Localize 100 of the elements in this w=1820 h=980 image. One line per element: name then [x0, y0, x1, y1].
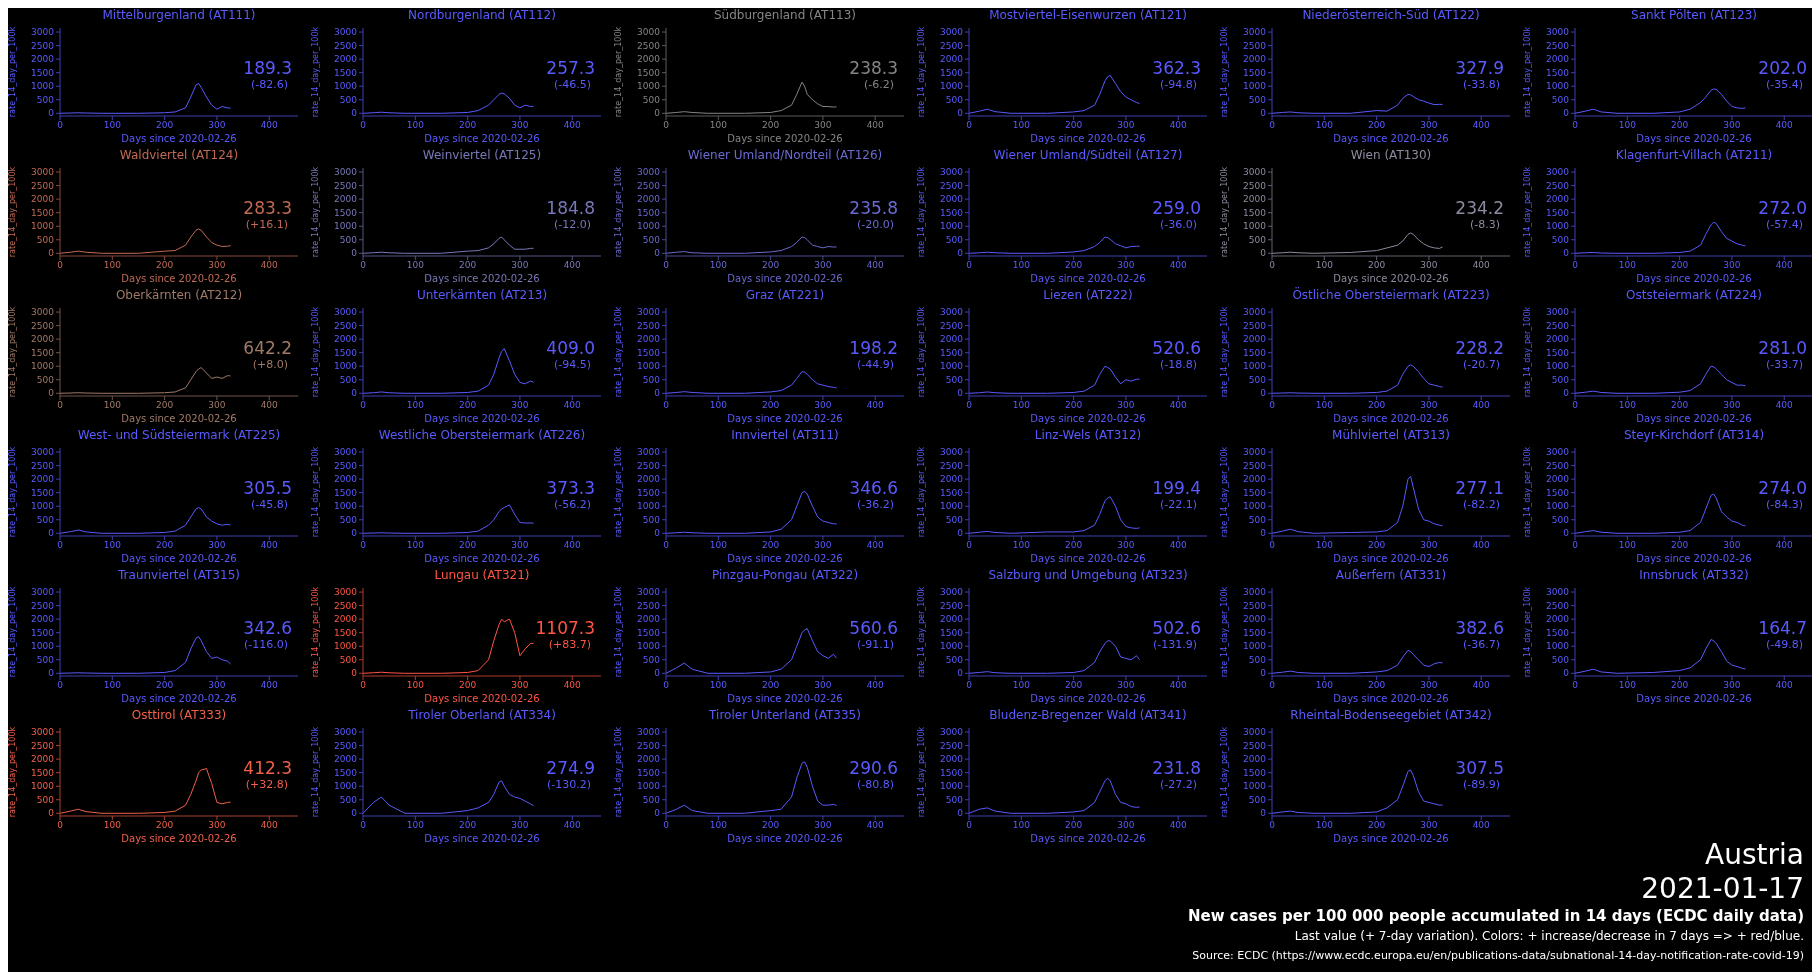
annotation: (+83.7)	[548, 638, 591, 651]
y-tick-label: 1500	[1243, 767, 1267, 778]
y-tick-label: 3000	[1546, 587, 1570, 598]
y-tick-label: 1000	[1546, 501, 1570, 512]
y-tick-label: 1000	[334, 361, 358, 372]
x-tick-label: 300	[1117, 820, 1135, 831]
y-tick-label: 1500	[940, 67, 964, 78]
x-tick-label: 0	[57, 540, 64, 551]
line-series	[969, 496, 1141, 534]
y-tick-label: 2500	[31, 320, 55, 331]
line-series	[363, 236, 535, 254]
x-tick-label: 0	[663, 260, 670, 271]
y-tick-label: 1500	[940, 207, 964, 218]
line-series	[1272, 93, 1444, 114]
x-tick-label: 400	[260, 820, 279, 831]
x-tick-label: 0	[360, 540, 367, 551]
text: 2021-01-17	[1640, 872, 1804, 906]
y-tick-label: 1000	[1243, 81, 1267, 92]
y-tick-label: 500	[945, 234, 964, 245]
x-tick-label: 200	[459, 540, 477, 551]
line-series	[1272, 769, 1444, 814]
y-axis-title: rate_14_day_per_100k	[916, 726, 926, 818]
x-tick-label: 100	[406, 680, 425, 691]
y-tick-label: 1500	[31, 67, 55, 78]
y-tick-label: 1500	[940, 487, 964, 498]
y-tick-label: 0	[1563, 528, 1570, 539]
x-tick-label: 400	[1775, 540, 1794, 551]
x-axis-title: Days since 2020-02-26	[121, 273, 237, 284]
x-axis-title: Days since 2020-02-26	[727, 693, 843, 704]
x-tick-label: 300	[1117, 120, 1135, 131]
y-tick-label: 2000	[940, 614, 964, 625]
line-series	[1272, 475, 1444, 534]
y-tick-label: 500	[1551, 654, 1570, 665]
y-tick-label: 2500	[334, 320, 358, 331]
chart-title: Klagenfurt-Villach (AT211)	[1614, 148, 1774, 162]
x-tick-label: 0	[966, 680, 973, 691]
x-tick-label: 300	[814, 680, 832, 691]
x-tick-label: 100	[709, 400, 728, 411]
annotation: (-116.0)	[243, 638, 288, 651]
x-tick-label: 100	[709, 540, 728, 551]
x-tick-label: 0	[57, 400, 64, 411]
x-tick-label: 400	[866, 260, 885, 271]
annotation: (-56.2)	[553, 498, 591, 511]
y-tick-label: 1500	[31, 487, 55, 498]
y-tick-label: 3000	[334, 587, 358, 598]
x-tick-label: 200	[1671, 680, 1689, 691]
annotation: 259.0	[1152, 198, 1201, 218]
x-tick-label: 100	[1618, 260, 1637, 271]
x-tick-label: 200	[762, 400, 780, 411]
x-tick-label: 100	[1618, 680, 1637, 691]
y-axis-title: rate_14_day_per_100k	[310, 166, 320, 258]
y-axis-title: rate_14_day_per_100k	[613, 446, 623, 538]
y-tick-label: 2000	[31, 474, 55, 485]
x-tick-label: 100	[1012, 680, 1031, 691]
x-tick-label: 400	[866, 680, 885, 691]
chart-title: Waldviertel (AT124)	[118, 148, 240, 162]
y-tick-label: 2000	[940, 754, 964, 765]
y-tick-label: 3000	[31, 587, 55, 598]
x-tick-label: 100	[1012, 400, 1031, 411]
x-tick-label: 0	[1269, 120, 1276, 131]
y-tick-label: 2500	[334, 180, 358, 191]
annotation: 235.8	[849, 198, 898, 218]
y-tick-label: 2000	[334, 194, 358, 205]
y-axis-title: rate_14_day_per_100k	[7, 446, 17, 538]
x-tick-label: 400	[1775, 120, 1794, 131]
chart-title: Nordburgenland (AT112)	[407, 8, 557, 22]
y-tick-label: 500	[945, 794, 964, 805]
y-axis-title: rate_14_day_per_100k	[916, 586, 926, 678]
x-tick-label: 400	[563, 400, 582, 411]
annotation: 164.7	[1758, 618, 1807, 638]
y-axis-title: rate_14_day_per_100k	[1219, 446, 1229, 538]
x-tick-label: 200	[1368, 680, 1386, 691]
annotation: 283.3	[243, 198, 292, 218]
y-tick-label: 500	[945, 654, 964, 665]
y-tick-label: 2500	[940, 40, 964, 51]
y-tick-label: 0	[48, 108, 55, 119]
y-tick-label: 2000	[940, 474, 964, 485]
x-tick-label: 100	[709, 260, 728, 271]
y-tick-label: 2500	[31, 40, 55, 51]
x-tick-label: 200	[1065, 260, 1083, 271]
annotation: 290.6	[849, 758, 898, 778]
y-tick-label: 1000	[1546, 81, 1570, 92]
chart-title: Graz (AT221)	[744, 288, 826, 302]
annotation: 373.3	[546, 478, 595, 498]
x-tick-label: 100	[1315, 820, 1334, 831]
y-tick-label: 2500	[1546, 180, 1570, 191]
x-tick-label: 200	[459, 260, 477, 271]
x-tick-label: 300	[208, 540, 226, 551]
line-series	[969, 365, 1141, 394]
y-tick-label: 500	[339, 514, 358, 525]
x-tick-label: 300	[511, 820, 529, 831]
y-tick-label: 500	[1248, 654, 1267, 665]
y-tick-label: 0	[957, 388, 964, 399]
x-tick-label: 300	[1117, 400, 1135, 411]
x-axis-title: Days since 2020-02-26	[121, 553, 237, 564]
y-tick-label: 2500	[940, 180, 964, 191]
chart-title: Niederösterreich-Süd (AT122)	[1301, 8, 1481, 22]
y-tick-label: 3000	[940, 167, 964, 178]
x-tick-label: 200	[156, 400, 174, 411]
y-tick-label: 1500	[637, 627, 661, 638]
